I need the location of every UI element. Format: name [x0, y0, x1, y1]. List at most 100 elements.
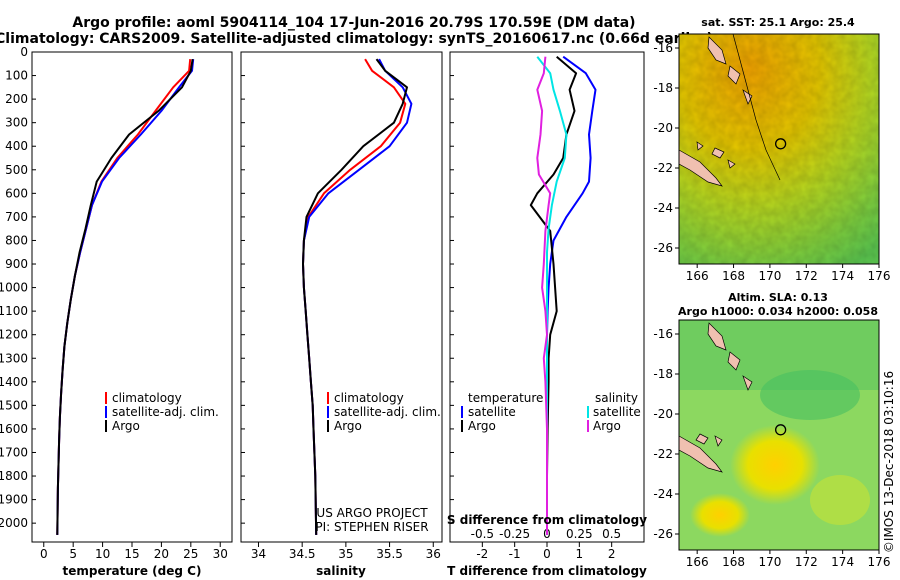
salinity-legend: climatology satellite-adj. clim. Argo	[327, 391, 441, 433]
series-line-satellite-adj-clim-	[302, 58, 413, 535]
legend-salinity-title: salinity	[595, 391, 638, 405]
depth-tick-label: 500	[5, 163, 28, 177]
salinity-x-axis: 34 34.5 35 35.5 36	[251, 542, 441, 561]
sst-map-frame	[678, 33, 880, 265]
depth-tick-label: 600	[5, 186, 28, 200]
series-line-satellite-adj-clim-	[56, 58, 195, 535]
temperature-panel: 0100200300400500600700800900100011001200…	[0, 45, 233, 578]
depth-tick-label: 1200	[0, 328, 28, 342]
s-difference-axis-label: S difference from climatology	[447, 513, 647, 527]
salinity-depth-ticks	[241, 51, 245, 524]
s-difference-x-axis: -0.5 -0.25 0 0.25 0.5	[471, 527, 622, 541]
depth-tick-label: 400	[5, 139, 28, 153]
t-difference-axis-label: T difference from climatology	[447, 564, 647, 578]
sla-map-title: Altim. SLA: 0.13	[728, 291, 828, 304]
sla-high-anomaly	[690, 493, 750, 537]
legend-s-satellite-label: satellite	[593, 405, 641, 419]
longitude-tick-label: 168	[722, 269, 745, 283]
legend-argo-label: Argo	[334, 419, 362, 433]
argo-float-marker	[774, 138, 787, 150]
figure-title-line1: Argo profile: aoml 5904114_104 17-Jun-20…	[72, 15, 635, 31]
s-x-tick-label: -0.5	[471, 527, 494, 541]
x-tick-label: 0	[40, 547, 48, 561]
longitude-tick-label: 176	[868, 269, 891, 283]
series-line-argo	[302, 58, 408, 535]
sla-map-panel: Altim. SLA: 0.13 Argo h1000: 0.034 h2000…	[653, 291, 890, 569]
longitude-tick-label: 176	[868, 555, 891, 569]
longitude-tick-label: 166	[686, 269, 709, 283]
series-line-s-argo	[536, 56, 552, 535]
temperature-lines	[56, 58, 195, 535]
difference-depth-ticks	[450, 51, 454, 524]
salinity-lines	[302, 58, 413, 535]
latitude-tick-label: -22	[653, 447, 673, 461]
sst-latitude-axis: -16 -18 -20 -22 -24 -26	[653, 41, 679, 255]
credit-project: US ARGO PROJECT	[316, 506, 428, 520]
depth-tick-label: 0	[20, 45, 28, 59]
island-shape	[727, 351, 741, 371]
sst-map-panel: sat. SST: 25.1 Argo: 25.4 166 168 170 172 17…	[653, 16, 890, 283]
legend-climatology-label: climatology	[112, 391, 182, 405]
series-line-t-satellite	[546, 55, 597, 535]
latitude-tick-label: -16	[653, 41, 673, 55]
latitude-tick-label: -22	[653, 161, 673, 175]
depth-tick-label: 900	[5, 257, 28, 271]
island-shape	[742, 89, 753, 105]
depth-tick-label: 1100	[0, 304, 28, 318]
argo-float-marker	[774, 424, 787, 436]
sla-moderate-anomaly	[810, 475, 870, 525]
longitude-tick-label: 172	[795, 269, 818, 283]
latitude-tick-label: -16	[653, 327, 673, 341]
figure-title-line2: Climatology: CARS2009. Satellite-adjuste…	[0, 31, 713, 47]
x-tick-label: 1	[576, 547, 584, 561]
latitude-tick-label: -26	[653, 527, 673, 541]
x-tick-label: 15	[124, 547, 139, 561]
legend-t-argo-label: Argo	[468, 419, 496, 433]
longitude-tick-label: 172	[795, 555, 818, 569]
island-shape	[727, 159, 736, 169]
series-line-climatology	[302, 58, 407, 535]
sla-land-islands	[678, 322, 753, 473]
depth-tick-label: 1700	[0, 445, 28, 459]
x-tick-label: 30	[213, 547, 228, 561]
depth-tick-label: 100	[5, 69, 28, 83]
depth-axis: 0 100 200 300 400 500 600 700 800 900 1000 1100 1200…	[0, 45, 36, 530]
x-tick-label: 20	[154, 547, 169, 561]
x-tick-label: 2	[608, 547, 616, 561]
latitude-tick-label: -20	[653, 121, 673, 135]
depth-tick-label: 1000	[0, 281, 28, 295]
legend-climatology-label: climatology	[334, 391, 404, 405]
s-x-tick-label: 0.5	[602, 527, 621, 541]
s-x-tick-label: 0.25	[566, 527, 593, 541]
x-tick-label: 36	[426, 547, 441, 561]
latitude-tick-label: -20	[653, 407, 673, 421]
depth-tick-label: 1500	[0, 398, 28, 412]
salinity-plot-frame	[240, 51, 443, 543]
x-tick-label: 5	[69, 547, 77, 561]
latitude-tick-label: -26	[653, 241, 673, 255]
salinity-axis-label: salinity	[316, 564, 366, 578]
s-x-tick-label: -0.25	[499, 527, 530, 541]
difference-panel: -2 -1 0 1 2 -0.5 -0.25 0 0.25 0.5 T difference f…	[447, 51, 647, 578]
legend-argo-label: Argo	[112, 419, 140, 433]
sst-land-islands	[678, 36, 753, 187]
series-line-argo	[56, 58, 194, 535]
depth-tick-label: 700	[5, 210, 28, 224]
x-tick-label: 34	[251, 547, 266, 561]
x-tick-label: -2	[476, 547, 488, 561]
x-tick-label: 10	[95, 547, 110, 561]
x-tick-label: 0	[543, 547, 551, 561]
longitude-tick-label: 170	[758, 269, 781, 283]
x-tick-label: 35.5	[376, 547, 403, 561]
sst-trench-line	[732, 33, 781, 181]
temperature-plot-frame	[31, 51, 233, 543]
difference-legend: temperature satellite Argo salinity sate…	[461, 391, 641, 433]
depth-tick-label: 1400	[0, 375, 28, 389]
depth-tick-label: 2000	[0, 516, 28, 530]
longitude-tick-label: 174	[831, 555, 854, 569]
sla-map-frame	[678, 319, 880, 551]
sst-longitude-axis: 166 168 170 172 174 176	[686, 264, 891, 283]
salinity-panel: 34 34.5 35 35.5 36 salinity climatology sate…	[240, 51, 443, 578]
island-shape	[711, 147, 725, 159]
